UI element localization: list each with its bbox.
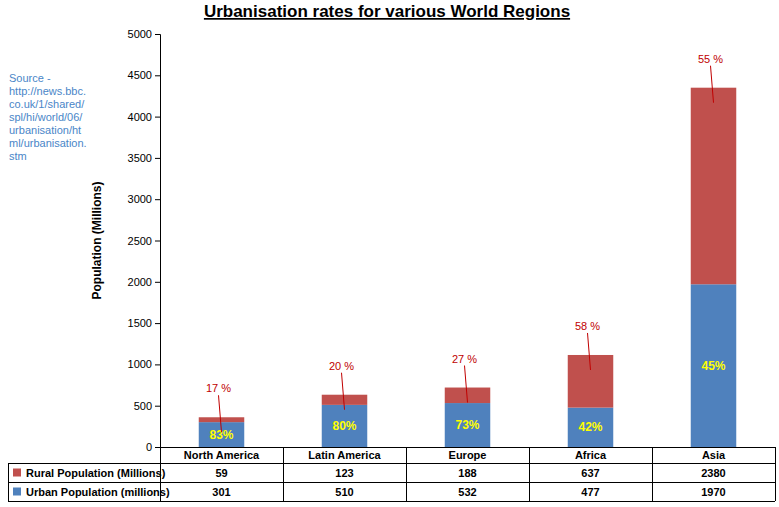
series-bars <box>199 284 737 447</box>
bar <box>199 422 245 447</box>
bar <box>322 395 368 405</box>
data-table: North America Latin America Europe Africa As… <box>8 447 776 502</box>
bar <box>568 355 614 408</box>
y-tick: 2500 <box>128 235 160 247</box>
table-rule <box>8 463 775 464</box>
share-label: 45% <box>701 359 725 373</box>
table-rule <box>652 447 653 501</box>
leader-line <box>219 395 222 432</box>
legend-swatch <box>13 488 21 496</box>
bar <box>322 405 368 447</box>
y-tick-mark <box>155 158 160 159</box>
share-label: 42% <box>578 420 602 434</box>
y-tick-label: 1000 <box>128 358 152 370</box>
share-labels: 83%80%73%42%45%17 %20 %27 %58 %55 % <box>206 53 726 442</box>
y-tick: 3000 <box>128 193 160 205</box>
table-value: 477 <box>581 486 599 498</box>
y-tick-label: 4000 <box>128 111 152 123</box>
table-value: 532 <box>458 486 476 498</box>
bar <box>445 403 491 447</box>
legend-entry: Urban Population (millions) <box>26 486 170 498</box>
share-label: 55 % <box>698 53 723 65</box>
category-label: Africa <box>575 449 607 461</box>
table-rule <box>406 447 407 501</box>
y-tick: 500 <box>134 400 160 412</box>
share-label: 73% <box>455 418 479 432</box>
table-value: 1970 <box>701 486 725 498</box>
series-bars <box>199 88 737 422</box>
y-tick-label: 3000 <box>128 193 152 205</box>
table-rule <box>8 501 775 502</box>
table-value: 188 <box>458 467 476 479</box>
table-value: 59 <box>215 467 227 479</box>
table-rule <box>283 447 284 501</box>
category-label: North America <box>184 449 260 461</box>
y-tick: 2000 <box>128 276 160 288</box>
share-label: 27 % <box>452 353 477 365</box>
table-value: 637 <box>581 467 599 479</box>
y-tick-mark <box>155 75 160 76</box>
y-tick: 5000 <box>128 28 160 40</box>
y-tick-label: 4500 <box>128 69 152 81</box>
leader-line <box>342 373 345 410</box>
table-value: 510 <box>335 486 353 498</box>
bar <box>691 284 737 447</box>
title: Urbanisation rates for various World Reg… <box>204 2 570 21</box>
chart: Urbanisation rates for various World Reg… <box>0 0 779 507</box>
bars <box>199 88 737 447</box>
y-tick: 3500 <box>128 152 160 164</box>
bar <box>691 88 737 285</box>
y-axis-title: Population (Millions) <box>90 182 104 300</box>
y-axis: 0 500 1000 1500 2000 2500 3000 3500 4000 4500 5000 <box>128 28 161 453</box>
y-tick-label: 500 <box>134 400 152 412</box>
share-label: 80% <box>332 419 356 433</box>
table-rule <box>8 482 775 483</box>
y-tick-mark <box>155 34 160 35</box>
leader-line <box>588 333 591 370</box>
y-tick: 1500 <box>128 317 160 329</box>
table-value: 2380 <box>701 467 725 479</box>
share-label: 17 % <box>206 382 231 394</box>
category-label: Latin America <box>308 449 381 461</box>
source-note: Source - http://news.bbc.co.uk/1/shared/… <box>9 72 87 163</box>
table-rule <box>775 447 776 501</box>
category-label: Europe <box>449 449 487 461</box>
table-value: 123 <box>335 467 353 479</box>
y-tick-mark <box>155 117 160 118</box>
table-rule <box>160 447 775 448</box>
y-tick-label: 1500 <box>128 317 152 329</box>
y-tick-mark <box>155 323 160 324</box>
y-tick-label: 5000 <box>128 28 152 40</box>
legend-swatch <box>13 469 21 477</box>
y-axis-line <box>155 35 161 448</box>
y-tick-mark <box>155 282 160 283</box>
y-tick: 0 <box>146 441 160 453</box>
y-tick-label: 2500 <box>128 235 152 247</box>
y-tick-label: 0 <box>146 441 152 453</box>
y-tick-mark <box>155 406 160 407</box>
y-tick: 1000 <box>128 358 160 370</box>
table-rule <box>8 463 9 501</box>
share-label: 58 % <box>575 320 600 332</box>
table-value: 301 <box>212 486 230 498</box>
y-tick-mark <box>155 364 160 365</box>
y-tick-mark <box>155 199 160 200</box>
y-tick: 4500 <box>128 69 160 81</box>
bar <box>568 408 614 447</box>
y-tick-label: 3500 <box>128 152 152 164</box>
share-label: 20 % <box>329 360 354 372</box>
y-tick-label: 2000 <box>128 276 152 288</box>
table-rule <box>529 447 530 501</box>
leader-line <box>711 66 714 103</box>
legend-entry: Rural Population (Millions) <box>26 467 166 479</box>
leader-line <box>465 366 468 403</box>
category-label: Asia <box>702 449 726 461</box>
y-tick-mark <box>155 241 160 242</box>
y-tick-mark <box>155 447 160 448</box>
y-tick: 4000 <box>128 111 160 123</box>
bar <box>199 417 245 422</box>
